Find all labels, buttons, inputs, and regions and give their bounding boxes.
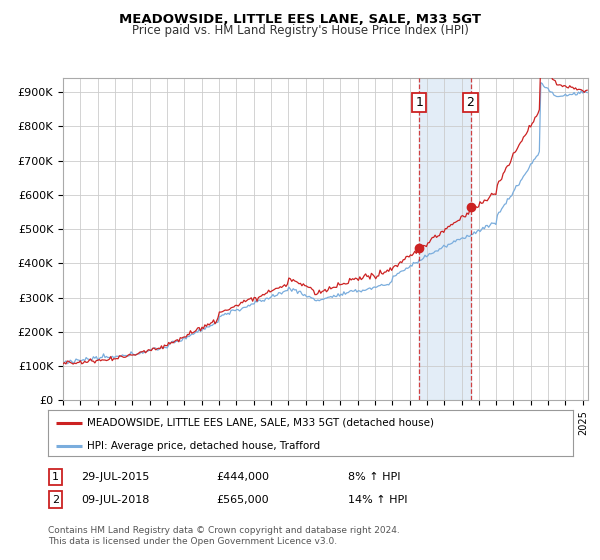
- Text: 29-JUL-2015: 29-JUL-2015: [81, 472, 149, 482]
- Text: MEADOWSIDE, LITTLE EES LANE, SALE, M33 5GT: MEADOWSIDE, LITTLE EES LANE, SALE, M33 5…: [119, 13, 481, 26]
- Text: Price paid vs. HM Land Registry's House Price Index (HPI): Price paid vs. HM Land Registry's House …: [131, 24, 469, 37]
- Bar: [419, 78, 470, 400]
- Text: £444,000: £444,000: [216, 472, 269, 482]
- Text: 14% ↑ HPI: 14% ↑ HPI: [348, 494, 407, 505]
- Text: 8% ↑ HPI: 8% ↑ HPI: [348, 472, 401, 482]
- Text: 1: 1: [415, 96, 424, 109]
- Text: Contains HM Land Registry data © Crown copyright and database right 2024.
This d: Contains HM Land Registry data © Crown c…: [48, 526, 400, 546]
- Text: 1: 1: [52, 472, 59, 482]
- Text: HPI: Average price, detached house, Trafford: HPI: Average price, detached house, Traf…: [88, 441, 320, 451]
- Text: MEADOWSIDE, LITTLE EES LANE, SALE, M33 5GT (detached house): MEADOWSIDE, LITTLE EES LANE, SALE, M33 5…: [88, 418, 434, 428]
- Text: 2: 2: [52, 494, 59, 505]
- Text: £565,000: £565,000: [216, 494, 269, 505]
- Text: 2: 2: [467, 96, 475, 109]
- Text: 09-JUL-2018: 09-JUL-2018: [81, 494, 149, 505]
